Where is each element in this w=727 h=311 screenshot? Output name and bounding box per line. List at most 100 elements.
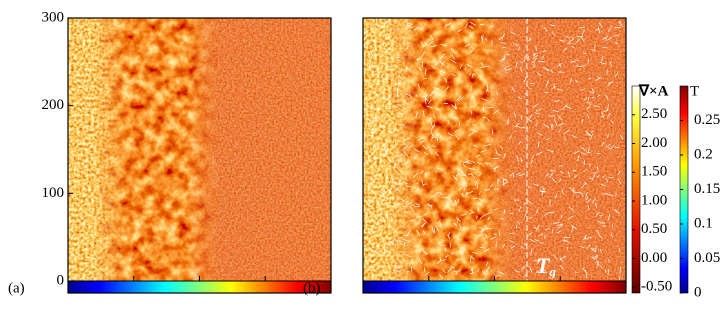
- vector-arrow: [395, 269, 401, 273]
- vector-arrow: [575, 59, 579, 62]
- vector-arrow: [559, 39, 565, 42]
- vector-arrow: [466, 64, 473, 68]
- vector-arrow: [591, 87, 595, 94]
- vector-arrow: [607, 194, 614, 196]
- vector-arrow: [407, 229, 411, 236]
- vector-arrow: [487, 216, 491, 221]
- vector-arrow: [469, 22, 477, 26]
- vector-arrow: [605, 269, 607, 273]
- vector-arrow: [551, 124, 554, 128]
- vector-arrow: [444, 77, 448, 83]
- vector-arrow: [431, 124, 434, 131]
- vector-arrow: [456, 95, 462, 101]
- vector-arrow: [551, 177, 557, 183]
- vector-arrow: [462, 163, 466, 168]
- vector-arrow: [423, 213, 427, 216]
- vector-arrow: [484, 234, 488, 239]
- vector-arrow: [448, 150, 453, 153]
- vector-arrow: [385, 95, 391, 101]
- vector-arrow: [537, 259, 541, 264]
- vector-arrow: [517, 220, 521, 225]
- vector-arrow: [418, 258, 423, 265]
- vector-arrow: [403, 234, 409, 237]
- vector-arrow: [614, 146, 620, 149]
- vector-arrow: [503, 209, 506, 214]
- vector-arrow: [398, 178, 401, 186]
- vector-arrow: [380, 191, 385, 196]
- vector-arrow: [458, 96, 464, 101]
- vector-arrow: [413, 148, 420, 153]
- vector-arrow: [432, 87, 439, 89]
- colorbar-title: ∇×A: [638, 83, 669, 99]
- vector-arrow: [486, 118, 490, 122]
- vector-arrow: [489, 183, 494, 188]
- vector-arrow: [459, 247, 464, 249]
- vector-arrow: [576, 155, 580, 162]
- vector-arrow: [481, 270, 486, 276]
- panel-label: (a): [8, 280, 25, 296]
- vector-arrow: [478, 198, 483, 202]
- vector-arrow: [449, 136, 452, 140]
- vector-arrow: [428, 118, 432, 120]
- vector-arrow: [552, 222, 560, 225]
- vector-arrow: [403, 242, 406, 246]
- vector-arrow: [617, 178, 622, 184]
- vector-arrow: [538, 60, 546, 63]
- vector-arrow: [493, 109, 499, 115]
- vector-arrow: [556, 62, 563, 67]
- vector-arrow: [592, 171, 597, 174]
- vector-arrow: [603, 109, 609, 112]
- vector-arrow: [485, 266, 491, 273]
- vector-arrow: [605, 94, 609, 100]
- vector-arrow: [464, 162, 472, 164]
- vector-arrow: [530, 248, 533, 256]
- vector-arrow: [499, 59, 503, 63]
- vector-arrow: [423, 77, 428, 80]
- vector-arrow: [377, 71, 379, 78]
- vector-arrow: [437, 259, 443, 265]
- vector-arrow: [599, 61, 606, 65]
- vector-arrow: [563, 239, 569, 243]
- vector-arrow: [419, 141, 425, 143]
- vector-arrow: [558, 128, 562, 133]
- colorbar-tick-label: 2.00: [641, 135, 667, 151]
- vector-arrow: [458, 186, 463, 191]
- vector-arrow: [466, 158, 470, 163]
- vector-arrow: [434, 151, 439, 157]
- vector-arrow: [439, 61, 445, 66]
- vector-arrow: [448, 231, 450, 236]
- vector-arrow: [532, 183, 540, 187]
- vector-arrow: [416, 215, 422, 218]
- vector-arrow: [508, 135, 512, 140]
- vector-arrow: [427, 99, 432, 104]
- vector-arrow: [475, 154, 481, 158]
- vector-arrow: [592, 254, 599, 259]
- vector-arrow: [564, 35, 571, 39]
- vector-arrow: [550, 123, 553, 130]
- vector-arrow: [585, 151, 591, 154]
- vector-arrow: [447, 132, 453, 137]
- vector-arrow: [552, 228, 554, 234]
- vector-arrow: [515, 61, 518, 68]
- vector-arrow: [407, 201, 413, 206]
- vector-arrow: [541, 188, 544, 196]
- vector-arrow: [503, 179, 505, 187]
- vector-arrow: [584, 182, 588, 185]
- vector-arrow: [420, 40, 425, 48]
- vector-arrow: [543, 212, 549, 216]
- vector-arrow: [397, 103, 402, 107]
- vector-arrow: [396, 153, 403, 157]
- vector-arrow: [447, 267, 452, 273]
- vector-arrow: [370, 26, 376, 30]
- vector-arrow: [592, 197, 597, 203]
- vector-arrow: [565, 105, 572, 109]
- vector-arrow: [369, 123, 376, 125]
- vector-arrow: [535, 151, 543, 156]
- vector-arrow: [393, 203, 401, 206]
- vector-arrow: [564, 129, 570, 135]
- vector-arrow: [421, 95, 428, 98]
- vector-arrow: [444, 86, 449, 92]
- vector-arrow: [470, 173, 476, 179]
- vector-arrow: [371, 129, 378, 131]
- vector-arrow: [438, 56, 443, 60]
